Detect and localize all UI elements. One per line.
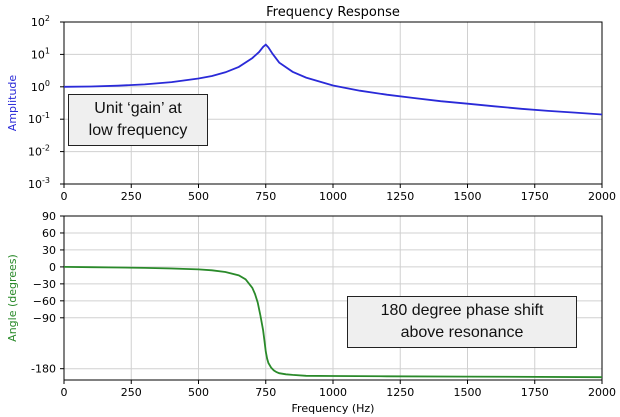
y-tick-label: 10-2 [28, 144, 50, 159]
annotation-phase-shift: 180 degree phase shift above resonance [347, 296, 577, 348]
x-tick-label: 1500 [454, 386, 482, 399]
x-tick-label: 1000 [319, 386, 347, 399]
x-tick-label: 1250 [386, 190, 414, 203]
x-tick-label: 500 [188, 190, 209, 203]
y-tick-label: −60 [33, 295, 56, 308]
y-tick-label: 60 [42, 227, 56, 240]
annotation-line: low frequency [88, 122, 188, 139]
y-tick-label: −30 [33, 278, 56, 291]
x-axis-label: Frequency (Hz) [292, 402, 375, 415]
x-tick-label: 750 [255, 386, 276, 399]
x-tick-label: 500 [188, 386, 209, 399]
x-tick-label: 2000 [588, 190, 616, 203]
annotation-line: Unit ‘gain’ at [94, 100, 182, 117]
chart-title: Frequency Response [266, 5, 400, 20]
x-tick-label: 250 [121, 190, 142, 203]
x-tick-label: 2000 [588, 386, 616, 399]
y-tick-label: −90 [33, 312, 56, 325]
y-tick-label: -180 [31, 363, 56, 376]
angle-line [63, 266, 603, 379]
x-tick-label: 0 [61, 386, 68, 399]
y-axis-label-amplitude: Amplitude [6, 75, 19, 132]
x-tick-label: 250 [121, 386, 142, 399]
annotation-unit-gain: Unit ‘gain’ at low frequency [68, 94, 208, 146]
y-tick-label: 10-1 [28, 111, 50, 126]
y-tick-label: 102 [31, 14, 50, 29]
x-tick-label: 1500 [454, 190, 482, 203]
amplitude-line [63, 43, 603, 116]
y-tick-label: 90 [42, 210, 56, 223]
y-tick-label: 101 [31, 46, 50, 61]
y-axis-label-angle: Angle (degrees) [6, 254, 19, 342]
annotation-line: 180 degree phase shift [380, 302, 544, 319]
x-tick-label: 1750 [521, 386, 549, 399]
y-tick-label: 100 [31, 79, 50, 94]
y-tick-label: 30 [42, 244, 56, 257]
annotation-line: above resonance [400, 324, 524, 341]
x-tick-label: 0 [61, 190, 68, 203]
x-tick-label: 1000 [319, 190, 347, 203]
x-tick-label: 1750 [521, 190, 549, 203]
x-tick-label: 1250 [386, 386, 414, 399]
x-tick-label: 750 [255, 190, 276, 203]
y-tick-label: 10-3 [28, 176, 50, 191]
y-tick-label: 0 [49, 261, 56, 274]
